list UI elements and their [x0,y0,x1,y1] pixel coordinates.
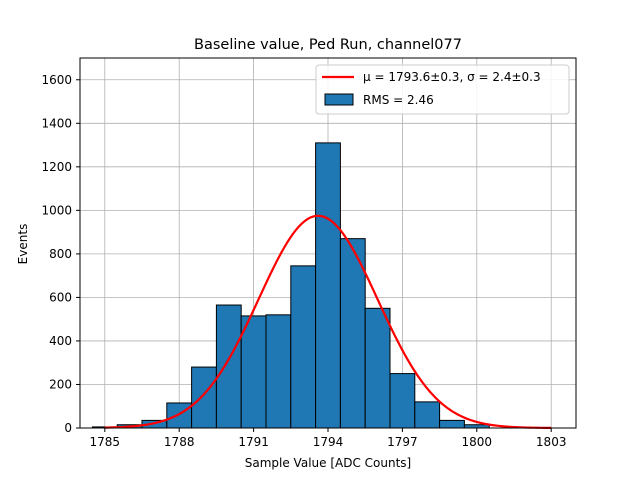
legend-fit-label: μ = 1793.6±0.3, σ = 2.4±0.3 [363,70,541,84]
histogram-bars [91,142,490,429]
y-axis-ticks: 0 200 400 600 800 1000 1200 1400 1600 [41,73,80,435]
x-tick-label: 1785 [90,435,121,449]
histogram-bar [215,304,242,429]
x-tick-label: 1797 [387,435,418,449]
legend-box [315,64,570,115]
y-tick-label: 1600 [41,73,72,87]
x-tick-label: 1794 [313,435,344,449]
y-tick-label: 0 [64,421,72,435]
x-tick-label: 1800 [462,435,493,449]
histogram-bar [414,401,441,429]
y-tick-label: 1000 [41,203,72,217]
histogram-bar [389,373,416,429]
legend-histogram-swatch [324,93,354,106]
x-tick-label: 1803 [536,435,567,449]
x-axis-ticks: 1785 1788 1791 1794 1797 1800 1803 [90,428,567,449]
histogram-bar [290,265,317,429]
legend-histogram-label: RMS = 2.46 [363,93,434,107]
chart-title: Baseline value, Ped Run, channel077 [194,37,462,53]
y-tick-label: 600 [49,290,72,304]
histogram-bar [339,238,366,429]
y-tick-label: 1400 [41,116,72,130]
y-tick-label: 1200 [41,160,72,174]
y-tick-label: 200 [49,377,72,391]
histogram-bar [439,419,465,429]
histogram-bar [364,307,391,429]
legend: μ = 1793.6±0.3, σ = 2.4±0.3 RMS = 2.46 [315,64,570,115]
histogram-bar [240,315,267,429]
x-axis-label: Sample Value [ADC Counts] [245,456,411,470]
histogram-bar [315,142,341,429]
x-tick-label: 1788 [164,435,195,449]
histogram-bar [265,314,292,429]
histogram-bar [166,402,193,429]
y-tick-label: 400 [49,334,72,348]
x-tick-label: 1791 [238,435,269,449]
gaussian-fit-curve [104,214,552,429]
y-tick-label: 800 [49,247,72,261]
y-axis-label: Events [16,224,30,265]
histogram-bar [191,366,217,429]
